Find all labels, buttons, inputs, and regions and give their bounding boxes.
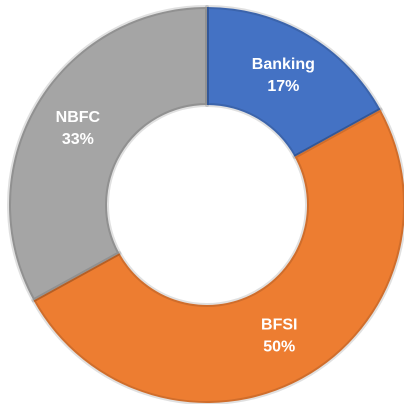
donut-slice	[7, 5, 209, 303]
donut-slice	[205, 5, 383, 159]
slice-value-label: 17%	[267, 78, 299, 95]
slice-label: BFSI	[261, 317, 297, 334]
slice-value-label: 33%	[62, 131, 94, 148]
slice-label: NBFC	[56, 109, 101, 126]
donut-slice	[31, 107, 404, 404]
slice-label: Banking	[252, 56, 315, 73]
slice-value-label: 50%	[263, 339, 295, 356]
